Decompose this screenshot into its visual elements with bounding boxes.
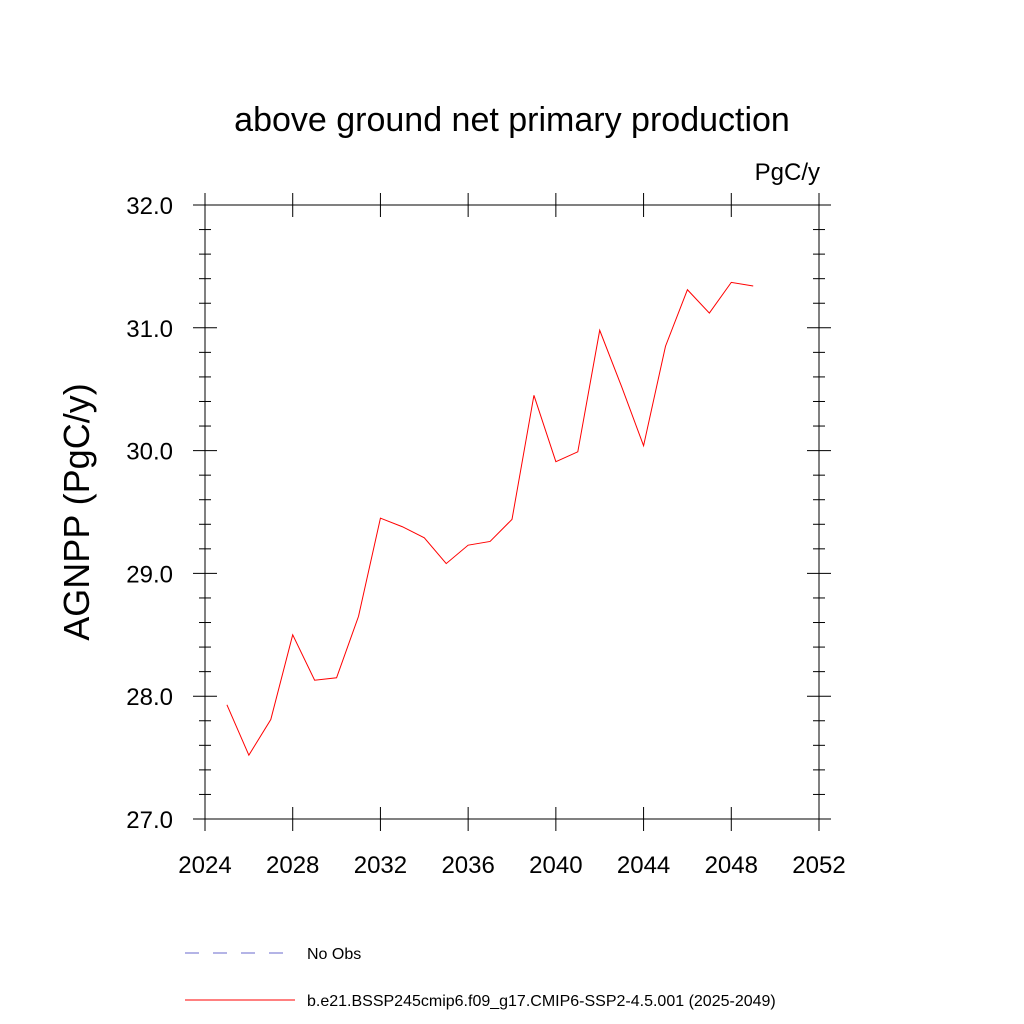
- y-tick-label: 27.0: [126, 807, 173, 834]
- x-tick-label: 2052: [792, 852, 845, 879]
- x-tick-label: 2044: [617, 852, 670, 879]
- plot-frame: [204, 204, 820, 820]
- y-axis-label: AGNPP (PgC/y): [56, 383, 97, 640]
- y-tick-label: 31.0: [126, 316, 173, 343]
- x-tick-label: 2040: [529, 852, 582, 879]
- units-label: PgC/y: [755, 159, 820, 186]
- x-tick-label: 2036: [441, 852, 494, 879]
- axis-ticks: [193, 193, 831, 831]
- legend: No Obs b.e21.BSSP245cmip6.f09_g17.CMIP6-…: [185, 946, 776, 1010]
- y-tick-label: 30.0: [126, 439, 173, 466]
- x-tick-label: 2028: [266, 852, 319, 879]
- legend-label-no-obs: No Obs: [307, 946, 361, 963]
- series-line-1: [226, 281, 754, 757]
- series-layer: [226, 281, 754, 757]
- legend-label-model-run: b.e21.BSSP245cmip6.f09_g17.CMIP6-SSP2-4.…: [307, 993, 776, 1010]
- axis-tick-labels: 27.0 28.0 29.0 30.0 31.0 32.0 2024 2028 2032 2036…: [126, 193, 845, 879]
- x-tick-label: 2048: [705, 852, 758, 879]
- y-tick-label: 28.0: [126, 684, 173, 711]
- y-tick-label: 29.0: [126, 561, 173, 588]
- chart-title: above ground net primary production: [234, 101, 790, 139]
- x-tick-label: 2024: [178, 852, 231, 879]
- x-tick-label: 2032: [354, 852, 407, 879]
- y-tick-label: 32.0: [126, 193, 173, 220]
